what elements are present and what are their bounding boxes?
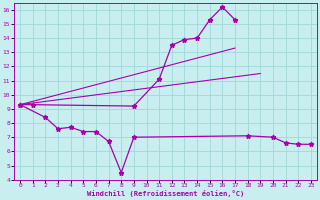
X-axis label: Windchill (Refroidissement éolien,°C): Windchill (Refroidissement éolien,°C) bbox=[87, 190, 244, 197]
